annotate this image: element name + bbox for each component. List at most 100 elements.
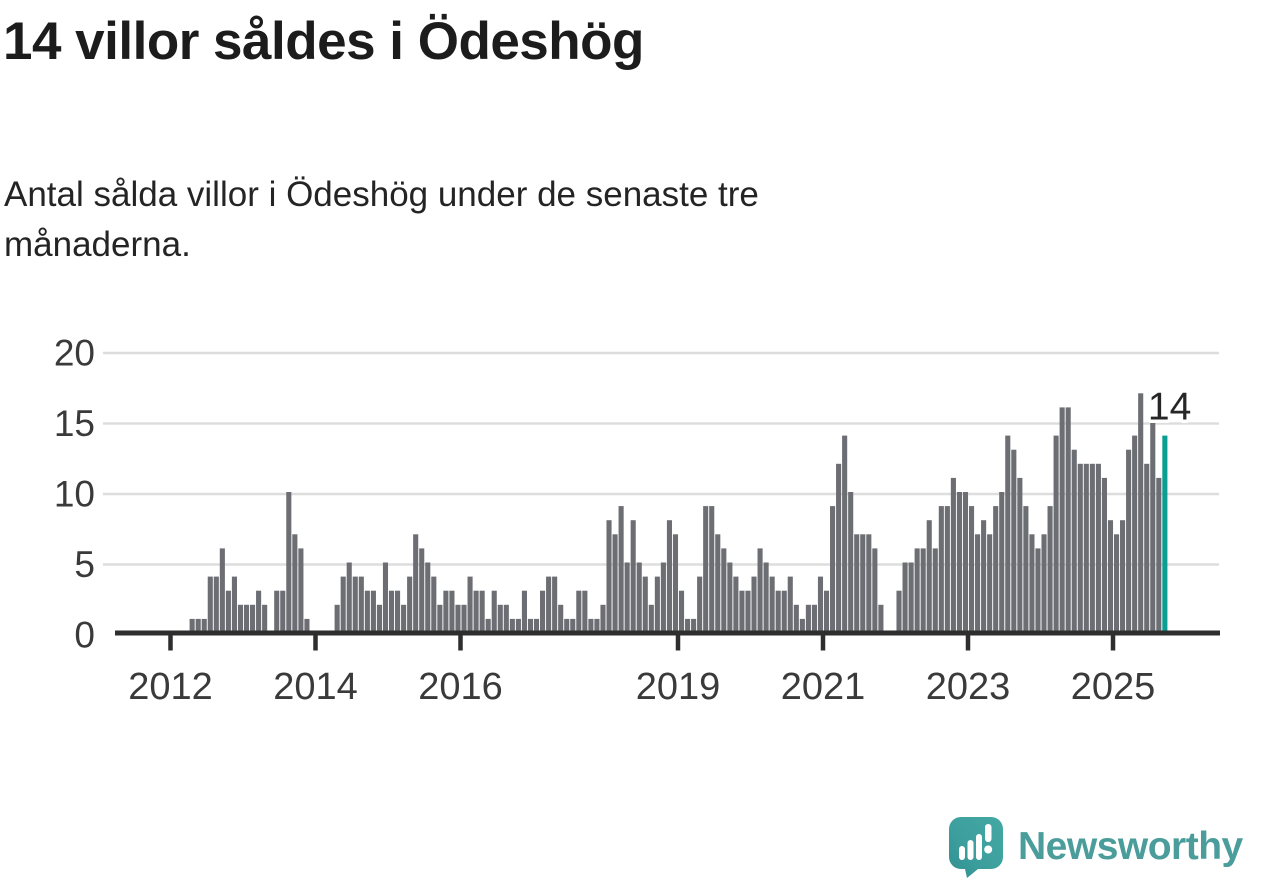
newsworthy-logo-icon [949, 817, 1003, 878]
bar [1089, 463, 1095, 633]
bar [382, 562, 389, 633]
bar [830, 506, 836, 633]
bar [1138, 393, 1144, 633]
bar [721, 548, 727, 633]
bar [437, 604, 443, 633]
bar [582, 590, 588, 633]
bar [376, 604, 382, 633]
bar [449, 590, 455, 633]
bar [636, 562, 642, 633]
y-axis-label-0: 0 [74, 615, 95, 656]
chart-bar-small [959, 846, 965, 860]
x-axis-tick-2012 [168, 635, 173, 651]
last-value-annotation: 14 [1148, 386, 1191, 429]
bar [956, 492, 962, 633]
bar [286, 492, 292, 633]
bar [793, 604, 799, 633]
bar [932, 548, 938, 633]
bar [606, 520, 612, 633]
newsworthy-logo: Newsworthy [948, 816, 1243, 878]
bar [292, 534, 298, 633]
bar [340, 576, 346, 633]
bar [243, 604, 250, 633]
x-axis-label-2025: 2025 [1071, 666, 1156, 708]
bar [944, 506, 950, 633]
x-axis-tick-2014 [313, 635, 318, 651]
bar [860, 534, 866, 633]
x-axis-line [115, 630, 1220, 636]
bar [304, 618, 310, 633]
bar [926, 520, 932, 633]
x-axis-label-2021: 2021 [781, 666, 866, 708]
y-axis-label-20: 20 [54, 333, 95, 374]
bar [866, 534, 872, 633]
bar [914, 548, 920, 633]
bar [515, 618, 521, 633]
bar [552, 576, 558, 633]
bar [1053, 435, 1059, 633]
bar [521, 590, 527, 633]
bar [407, 576, 413, 633]
x-axis-tick-2021 [820, 635, 826, 651]
bar [902, 562, 908, 633]
bar [231, 576, 237, 633]
chart-bar-large [976, 834, 982, 860]
bar [739, 590, 745, 633]
bar [823, 590, 830, 633]
bar [1132, 435, 1138, 633]
bar-current-period [1162, 435, 1168, 633]
bar [219, 548, 225, 633]
bar [975, 534, 981, 633]
bar [364, 590, 370, 633]
bar [497, 604, 503, 633]
bar [938, 506, 944, 633]
subtitle-line-1: Antal sålda villor i Ödeshög under de se… [4, 175, 759, 214]
page-title: 14 villor såldes i Ödeshög [3, 12, 644, 71]
bar [666, 520, 672, 633]
bar [878, 604, 884, 633]
bar [685, 618, 691, 633]
bar [431, 576, 437, 633]
y-axis-label-10: 10 [54, 474, 95, 515]
bar [425, 562, 431, 633]
bar [1095, 463, 1101, 633]
bar [413, 534, 419, 633]
x-axis-tick-2023 [965, 635, 971, 651]
bar [848, 492, 854, 633]
bar [678, 590, 685, 633]
bar [443, 590, 449, 633]
bar [461, 604, 467, 633]
bar [274, 590, 280, 633]
bar [1071, 449, 1077, 633]
bar [401, 604, 407, 633]
y-axis-label-15: 15 [54, 403, 95, 444]
bar [672, 534, 679, 633]
bar [769, 576, 775, 633]
bar [817, 576, 824, 633]
bar [624, 562, 630, 633]
bar [618, 506, 624, 633]
bar [751, 576, 757, 633]
bar [467, 576, 473, 633]
bar [358, 576, 364, 633]
bar [346, 562, 352, 633]
bar [570, 618, 576, 633]
y-axis-label-5: 5 [74, 544, 95, 585]
bar [564, 618, 570, 633]
bar [1126, 449, 1132, 633]
bar [256, 590, 262, 633]
bar [1035, 548, 1041, 633]
newsworthy-logo-text: Newsworthy [1018, 825, 1243, 868]
bar [727, 562, 733, 633]
bar [546, 576, 552, 633]
bar [872, 548, 878, 633]
bar [503, 604, 509, 633]
bar [388, 590, 395, 633]
bar [993, 506, 999, 633]
bar [1150, 421, 1156, 633]
bar [262, 604, 268, 633]
bar [419, 548, 425, 633]
bar [660, 562, 666, 633]
bar [1083, 463, 1089, 633]
